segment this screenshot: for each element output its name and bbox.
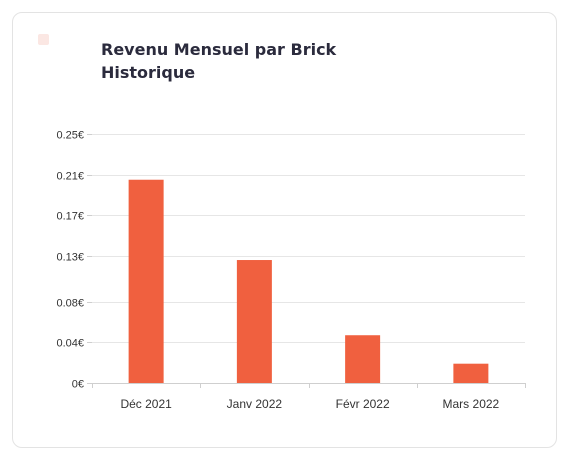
- chart-title: Revenu Mensuel par Brick Historique: [101, 38, 421, 84]
- y-tick-label: 0.17€: [56, 211, 84, 223]
- y-tick-label: 0.08€: [56, 298, 84, 310]
- x-tick-label: Févr 2022: [336, 397, 390, 411]
- x-axis: Déc 2021 Janv 2022 Févr 2022 Mars 2022: [92, 383, 526, 411]
- bars: [128, 179, 489, 383]
- x-tick-label: Déc 2021: [120, 397, 172, 411]
- y-tick-label: 0.13€: [56, 252, 84, 264]
- bar[interactable]: [453, 363, 489, 383]
- y-axis-ticks: 0€ 0.04€ 0.08€ 0.13€ 0.17€ 0.21€ 0.25€: [56, 130, 92, 391]
- y-tick-label: 0.04€: [56, 338, 84, 350]
- y-tick-label: 0€: [72, 379, 84, 391]
- bar[interactable]: [236, 260, 272, 383]
- grid-lines: [92, 134, 525, 343]
- x-tick-label: Janv 2022: [227, 397, 283, 411]
- x-tick-label: Mars 2022: [443, 397, 500, 411]
- y-tick-label: 0.21€: [56, 171, 84, 183]
- bar[interactable]: [345, 335, 381, 383]
- chart-card-icon: [38, 34, 49, 45]
- chart-title-line2: Historique: [101, 63, 196, 82]
- bar[interactable]: [128, 179, 164, 383]
- y-tick-label: 0.25€: [56, 130, 84, 142]
- chart-card: Revenu Mensuel par Brick Historique: [12, 12, 557, 448]
- chart-title-line1: Revenu Mensuel par Brick: [101, 40, 337, 59]
